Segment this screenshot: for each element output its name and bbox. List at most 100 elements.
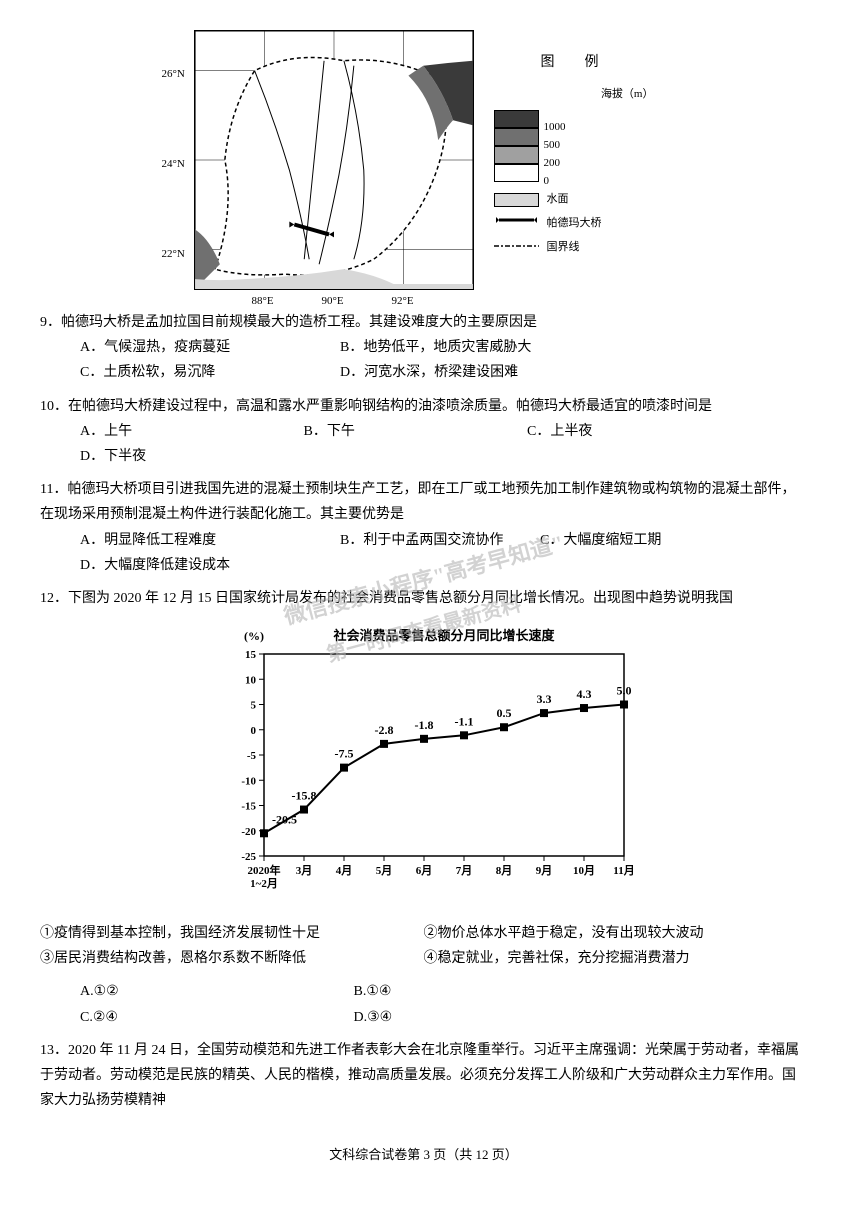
statement-1: ①疫情得到基本控制，我国经济发展韧性十足	[40, 921, 424, 946]
q10-option-d: D．下半夜	[80, 444, 260, 469]
bridge-symbol	[494, 214, 539, 234]
elev-swatch-500	[494, 128, 539, 146]
q9-text: 9．帕德玛大桥是孟加拉国目前规模最大的造桥工程。其建设难度大的主要原因是	[40, 310, 807, 335]
q12-text: 12．下图为 2020 年 12 月 15 日国家统计局发布的社会消费品零售总额…	[40, 586, 807, 611]
map-container	[194, 30, 474, 290]
svg-text:6月: 6月	[415, 864, 432, 877]
q9-option-c: C．土质松软，易沉降	[80, 360, 320, 385]
svg-text:-15: -15	[241, 801, 256, 813]
statement-3: ③居民消费结构改善，恩格尔系数不断降低	[40, 946, 424, 971]
q10-option-a: A．上午	[80, 419, 260, 444]
elev-label-1000: 1000	[544, 118, 566, 138]
chart-section: 社会消费品零售总额分月同比增长速度(%)151050-5-10-15-20-25…	[40, 626, 807, 906]
svg-text:-15.8: -15.8	[291, 789, 316, 803]
svg-text:-5: -5	[246, 750, 256, 762]
chart-svg: 社会消费品零售总额分月同比增长速度(%)151050-5-10-15-20-25…	[214, 626, 634, 906]
elev-row: 0	[494, 164, 654, 182]
lat-22n: 22°N	[162, 245, 185, 265]
question-13: 13．2020 年 11 月 24 日，全国劳动模范和先进工作者表彰大会在北京隆…	[40, 1038, 807, 1114]
legend-subtitle: 海拔（m）	[494, 85, 654, 105]
lat-26n: 26°N	[162, 65, 185, 85]
q12-option-b: B.①④	[354, 979, 534, 1004]
svg-text:-1.8: -1.8	[414, 718, 433, 732]
chart-container: 社会消费品零售总额分月同比增长速度(%)151050-5-10-15-20-25…	[214, 626, 634, 906]
svg-text:2020年: 2020年	[247, 863, 280, 877]
svg-text:7月: 7月	[455, 864, 472, 877]
svg-text:4.3: 4.3	[576, 687, 591, 701]
svg-text:10月: 10月	[573, 864, 595, 877]
q9-options: A．气候湿热，疫病蔓延 B．地势低平，地质灾害威胁大 C．土质松软，易沉降 D．…	[40, 335, 807, 385]
elev-label-0: 0	[544, 172, 550, 192]
elev-swatch-200	[494, 146, 539, 164]
lon-88e: 88°E	[252, 292, 274, 312]
q9-option-a: A．气候湿热，疫病蔓延	[80, 335, 320, 360]
q11-text: 11．帕德玛大桥项目引进我国先进的混凝土预制块生产工艺，即在工厂或工地预先加工制…	[40, 477, 807, 527]
lon-92e: 92°E	[392, 292, 414, 312]
svg-text:5月: 5月	[375, 864, 392, 877]
elev-label-200: 200	[544, 154, 561, 174]
q10-option-c: C．上半夜	[527, 419, 707, 444]
svg-text:-7.5: -7.5	[334, 747, 353, 761]
svg-text:5: 5	[250, 700, 256, 712]
q11-option-a: A．明显降低工程难度	[80, 528, 320, 553]
svg-text:社会消费品零售总额分月同比增长速度: 社会消费品零售总额分月同比增长速度	[332, 628, 555, 643]
water-label: 水面	[547, 190, 569, 210]
statement-row-2: ③居民消费结构改善，恩格尔系数不断降低 ④稳定就业，完善社保，充分挖掘消费潜力	[40, 946, 807, 971]
svg-text:10: 10	[245, 674, 257, 686]
elev-row: 1000	[494, 110, 654, 128]
svg-text:-20.5: -20.5	[272, 812, 297, 826]
q9-option-d: D．河宽水深，桥梁建设困难	[340, 360, 520, 385]
svg-text:1~2月: 1~2月	[250, 877, 278, 890]
q10-option-b: B．下午	[304, 419, 484, 444]
q12-statements: ①疫情得到基本控制，我国经济发展韧性十足 ②物价总体水平趋于稳定，没有出现较大波…	[40, 921, 807, 971]
svg-text:4月: 4月	[335, 864, 352, 877]
question-10: 10．在帕德玛大桥建设过程中，高温和露水严重影响钢结构的油漆喷涂质量。帕德玛大桥…	[40, 394, 807, 470]
border-label: 国界线	[547, 238, 580, 258]
q12-options: A.①② B.①④ C.②④ D.③④	[40, 979, 807, 1029]
svg-text:(%): (%)	[244, 629, 264, 643]
page-footer: 文科综合试卷第 3 页（共 12 页）	[40, 1143, 807, 1166]
legend-water: 水面	[494, 190, 654, 210]
q11-option-b: B．利于中孟两国交流协作	[340, 528, 520, 553]
legend-title: 图 例	[494, 50, 654, 75]
svg-text:11月: 11月	[613, 864, 634, 877]
svg-text:3月: 3月	[295, 864, 312, 877]
question-9: 9．帕德玛大桥是孟加拉国目前规模最大的造桥工程。其建设难度大的主要原因是 A．气…	[40, 310, 807, 386]
q9-option-b: B．地势低平，地质灾害威胁大	[340, 335, 531, 360]
svg-text:5.0: 5.0	[616, 684, 631, 698]
elev-swatch-0	[494, 164, 539, 182]
q11-option-c: C．大幅度缩短工期	[540, 528, 780, 553]
q11-option-d: D．大幅度降低建设成本	[80, 553, 260, 578]
svg-text:9月: 9月	[535, 864, 552, 877]
bridge-label: 帕德玛大桥	[547, 214, 602, 234]
svg-text:-1.1: -1.1	[454, 714, 473, 728]
q10-options: A．上午 B．下午 C．上半夜 D．下半夜	[40, 419, 807, 469]
map-with-labels: 26°N 24°N 22°N 88°E 90°E 92°E	[194, 30, 474, 290]
statement-2: ②物价总体水平趋于稳定，没有出现较大波动	[424, 921, 808, 946]
q10-text: 10．在帕德玛大桥建设过程中，高温和露水严重影响钢结构的油漆喷涂质量。帕德玛大桥…	[40, 394, 807, 419]
question-12: 12．下图为 2020 年 12 月 15 日国家统计局发布的社会消费品零售总额…	[40, 586, 807, 611]
lon-90e: 90°E	[322, 292, 344, 312]
svg-text:-10: -10	[241, 775, 256, 787]
map-section: 26°N 24°N 22°N 88°E 90°E 92°E 图 例 海拔（m） …	[40, 30, 807, 290]
legend-bridge: 帕德玛大桥	[494, 214, 654, 234]
q12-option-a: A.①②	[80, 979, 260, 1004]
statement-row-1: ①疫情得到基本控制，我国经济发展韧性十足 ②物价总体水平趋于稳定，没有出现较大波…	[40, 921, 807, 946]
svg-text:0: 0	[250, 725, 256, 737]
svg-text:8月: 8月	[495, 864, 512, 877]
elev-row: 200	[494, 146, 654, 164]
question-11: 11．帕德玛大桥项目引进我国先进的混凝土预制块生产工艺，即在工厂或工地预先加工制…	[40, 477, 807, 578]
q12-option-c: C.②④	[80, 1005, 260, 1030]
elev-swatch-1000	[494, 110, 539, 128]
svg-text:3.3: 3.3	[536, 692, 551, 706]
q12-option-d: D.③④	[354, 1005, 534, 1030]
statement-4: ④稳定就业，完善社保，充分挖掘消费潜力	[424, 946, 808, 971]
q13-text: 13．2020 年 11 月 24 日，全国劳动模范和先进工作者表彰大会在北京隆…	[40, 1038, 807, 1114]
border-symbol	[494, 238, 539, 258]
svg-text:0.5: 0.5	[496, 706, 511, 720]
legend-border: 国界线	[494, 238, 654, 258]
svg-text:-2.8: -2.8	[374, 723, 393, 737]
map-svg	[195, 31, 473, 289]
elev-label-500: 500	[544, 136, 561, 156]
lat-24n: 24°N	[162, 155, 185, 175]
